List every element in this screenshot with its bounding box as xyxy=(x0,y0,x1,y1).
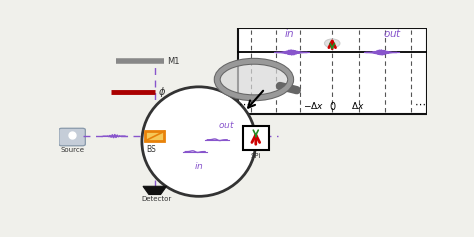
FancyBboxPatch shape xyxy=(59,128,85,146)
Text: $\phi$: $\phi$ xyxy=(158,85,166,99)
Ellipse shape xyxy=(142,87,256,196)
Text: Detector: Detector xyxy=(141,196,172,202)
Text: $\cdots$: $\cdots$ xyxy=(238,99,250,109)
Text: SPi: SPi xyxy=(251,153,261,160)
Text: Source: Source xyxy=(60,147,84,153)
Polygon shape xyxy=(143,186,166,195)
FancyBboxPatch shape xyxy=(238,28,427,114)
Bar xyxy=(243,126,269,150)
Text: $out$: $out$ xyxy=(383,27,402,39)
Ellipse shape xyxy=(325,39,340,48)
Bar xyxy=(145,131,164,141)
Text: $out$: $out$ xyxy=(218,119,235,130)
Text: M1: M1 xyxy=(168,57,180,66)
Text: $\Delta x$: $\Delta x$ xyxy=(351,100,365,111)
Circle shape xyxy=(219,62,289,97)
Text: BS: BS xyxy=(146,146,156,155)
Text: $0$: $0$ xyxy=(329,100,337,112)
Text: $in$: $in$ xyxy=(284,27,295,39)
Text: $-\Delta x$: $-\Delta x$ xyxy=(303,100,324,111)
Text: $\cdots$: $\cdots$ xyxy=(414,99,426,109)
Text: $in$: $in$ xyxy=(194,160,204,171)
